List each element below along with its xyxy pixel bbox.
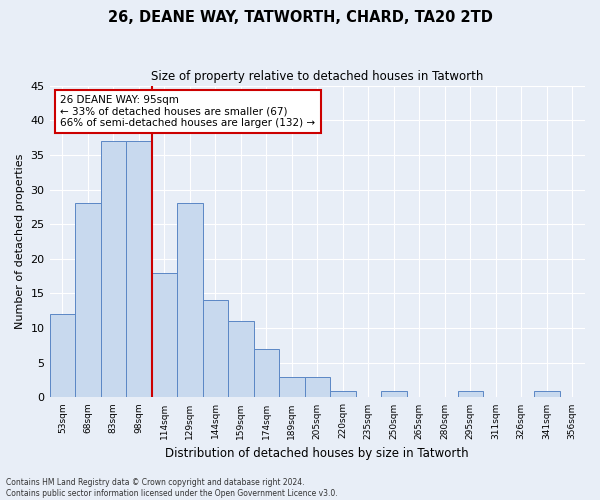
Bar: [203, 300, 228, 398]
Bar: [279, 376, 305, 398]
Bar: [101, 141, 126, 398]
Title: Size of property relative to detached houses in Tatworth: Size of property relative to detached ho…: [151, 70, 484, 83]
Bar: [177, 204, 203, 398]
Bar: [305, 376, 330, 398]
Bar: [126, 141, 152, 398]
Bar: [381, 390, 407, 398]
Bar: [75, 204, 101, 398]
Text: Contains HM Land Registry data © Crown copyright and database right 2024.
Contai: Contains HM Land Registry data © Crown c…: [6, 478, 338, 498]
Bar: [458, 390, 483, 398]
Bar: [330, 390, 356, 398]
Text: 26 DEANE WAY: 95sqm
← 33% of detached houses are smaller (67)
66% of semi-detach: 26 DEANE WAY: 95sqm ← 33% of detached ho…: [60, 95, 316, 128]
Bar: [152, 272, 177, 398]
Bar: [534, 390, 560, 398]
Bar: [254, 349, 279, 398]
Bar: [228, 321, 254, 398]
Bar: [50, 314, 75, 398]
Text: 26, DEANE WAY, TATWORTH, CHARD, TA20 2TD: 26, DEANE WAY, TATWORTH, CHARD, TA20 2TD: [107, 10, 493, 25]
X-axis label: Distribution of detached houses by size in Tatworth: Distribution of detached houses by size …: [166, 447, 469, 460]
Y-axis label: Number of detached properties: Number of detached properties: [15, 154, 25, 329]
